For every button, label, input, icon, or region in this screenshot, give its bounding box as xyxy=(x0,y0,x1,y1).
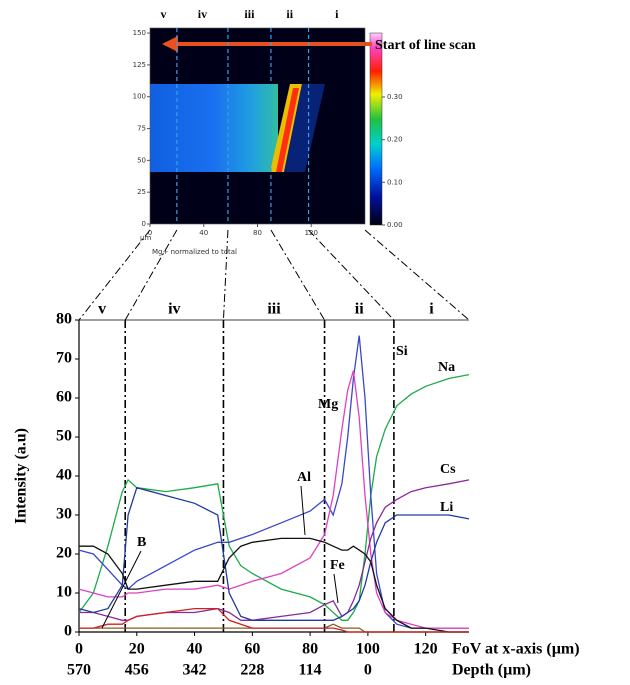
x-tick-label: 120 xyxy=(414,641,438,658)
y-tick-label: 100 xyxy=(133,93,146,101)
x-tick-label: 0 xyxy=(148,229,152,237)
y-tick-label: 70 xyxy=(56,350,72,367)
series-line xyxy=(78,486,470,621)
x-axis-label: FoV at x-axis (µm) xyxy=(452,641,580,658)
colorbar-tick-label: 0.10 xyxy=(387,178,403,186)
series-line xyxy=(78,370,469,629)
y-tick-label: 50 xyxy=(56,428,72,445)
y-tick-label: 150 xyxy=(133,29,146,37)
x-tick-label: 80 xyxy=(253,229,262,237)
x-axis-label: Mg+ normalized to total xyxy=(152,248,237,256)
region-label: iii xyxy=(267,301,281,318)
colorbar xyxy=(369,32,383,226)
region-label: ii xyxy=(355,301,364,318)
region-label: v xyxy=(98,301,106,318)
y-tick-label: 20 xyxy=(56,545,72,562)
x2-tick-label: 456 xyxy=(125,662,149,679)
series-line xyxy=(79,537,469,633)
y-tick-label: 30 xyxy=(56,506,72,523)
label-arrow xyxy=(101,550,142,629)
connector xyxy=(270,229,325,321)
x-tick-label: 40 xyxy=(187,641,203,658)
connector xyxy=(78,229,151,321)
heatmap-halo xyxy=(284,84,325,172)
y-axis-label: Intensity (a.u) xyxy=(13,428,30,524)
annotation: Start of line scan xyxy=(375,38,476,53)
heatmap-stripe-core xyxy=(276,88,299,172)
region-label: ii xyxy=(286,7,293,21)
label-arrow xyxy=(300,485,306,536)
x-tick-label: 100 xyxy=(356,641,380,658)
y-tick-label: 80 xyxy=(56,311,72,328)
connector xyxy=(308,229,395,321)
x2-axis-label: Depth (µm) xyxy=(452,662,531,679)
region-label: iii xyxy=(244,7,255,21)
y-tick-label: 75 xyxy=(137,125,146,133)
region-label: i xyxy=(429,301,434,318)
series-label: Fe xyxy=(330,558,345,573)
y-tick-label: 0 xyxy=(64,623,72,640)
y-tick-label: 125 xyxy=(133,61,146,69)
colorbar-tick-label: 0.30 xyxy=(387,93,403,101)
colorbar-tick-label: 0.00 xyxy=(387,221,403,229)
series-line xyxy=(79,607,469,633)
y-tick-label: 40 xyxy=(56,467,72,484)
x-tick-label: 60 xyxy=(244,641,260,658)
series-label: B xyxy=(137,535,146,550)
region-label: i xyxy=(335,7,339,21)
series-label: Si xyxy=(396,344,408,359)
y-tick-label: 50 xyxy=(137,156,146,164)
y-tick-label: 60 xyxy=(56,389,72,406)
x2-tick-label: 228 xyxy=(240,662,264,679)
connector xyxy=(124,229,178,321)
region-label: iv xyxy=(198,7,207,21)
x2-tick-label: 0 xyxy=(364,662,372,679)
x-tick-label: 40 xyxy=(199,229,208,237)
series-label: Na xyxy=(438,360,455,375)
connector xyxy=(222,229,229,321)
y-tick-label: 0 xyxy=(142,220,146,228)
colorbar-tick-label: 0.20 xyxy=(387,136,403,144)
scan-arrow-head xyxy=(162,36,178,52)
connector xyxy=(364,229,470,321)
x2-tick-label: 114 xyxy=(299,662,322,679)
series-line xyxy=(78,335,469,629)
heatmap-band xyxy=(150,84,278,172)
x-tick-label: 80 xyxy=(302,641,318,658)
x-unit: µm xyxy=(140,234,151,242)
series-label: Cs xyxy=(440,462,456,477)
x-tick-label: 20 xyxy=(129,641,145,658)
series-label: Al xyxy=(297,470,311,485)
x2-tick-label: 342 xyxy=(183,662,207,679)
x2-tick-label: 570 xyxy=(67,662,91,679)
y-tick-label: 25 xyxy=(137,188,146,196)
label-arrow xyxy=(333,573,339,604)
series-label: Li xyxy=(440,500,453,515)
x-tick-label: 0 xyxy=(75,641,83,658)
series-line xyxy=(78,373,470,621)
y-tick-label: 10 xyxy=(56,584,72,601)
series-label: Mg xyxy=(318,397,338,412)
region-label: v xyxy=(160,7,166,21)
region-label: iv xyxy=(168,301,180,318)
